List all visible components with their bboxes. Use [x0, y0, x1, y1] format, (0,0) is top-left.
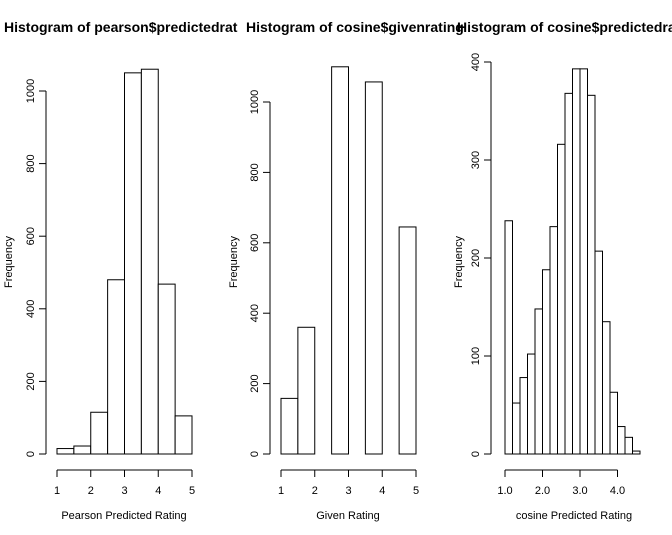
- y-tick-label: 400: [470, 53, 482, 71]
- histogram-bar: [542, 269, 551, 455]
- x-tick-label: 4: [379, 485, 385, 497]
- x-tick-label: 5: [189, 485, 195, 497]
- y-tick-label: 0: [249, 451, 261, 457]
- y-tick-label: 200: [249, 374, 261, 392]
- histogram-bar: [364, 81, 383, 455]
- panel-3-title: Histogram of cosine$predictedrati: [457, 19, 672, 35]
- histogram-bar: [107, 279, 125, 455]
- histogram-bar: [398, 226, 417, 455]
- histogram-bar: [519, 377, 528, 455]
- histogram-bar: [632, 450, 641, 455]
- panel-3-x-axis-label: cosine Predicted Rating: [516, 510, 632, 522]
- histogram-bar: [579, 68, 588, 455]
- x-tick-label: 4.0: [610, 485, 625, 497]
- histogram-bar: [602, 321, 611, 455]
- x-tick-label: 1.0: [497, 485, 512, 497]
- panel-2-x-axis-label: Given Rating: [316, 510, 380, 522]
- histogram-bar: [73, 445, 92, 455]
- panel-1-x-axis-label: Pearson Predicted Rating: [61, 510, 186, 522]
- x-tick-label: 4: [155, 485, 161, 497]
- y-tick-label: 400: [249, 304, 261, 322]
- x-tick-label: 5: [413, 485, 419, 497]
- y-tick-label: 300: [470, 151, 482, 169]
- histogram-bar: [124, 72, 142, 455]
- panel-3-y-axis-label: Frequency: [453, 236, 465, 288]
- histogram-bar: [594, 250, 603, 455]
- histogram-bar: [56, 448, 75, 455]
- histogram-bar: [557, 143, 566, 455]
- histogram-bar: [527, 353, 536, 455]
- histogram-bar: [504, 220, 513, 455]
- x-tick-label: 1: [278, 485, 284, 497]
- histogram-bar: [280, 397, 299, 455]
- histogram-bar: [297, 326, 316, 455]
- histogram-bar: [617, 426, 626, 455]
- y-tick-label: 0: [470, 451, 482, 457]
- histogram-bar: [572, 68, 581, 455]
- histogram-bar: [140, 68, 159, 455]
- histogram-bar: [174, 415, 193, 455]
- histogram-bar: [331, 66, 349, 455]
- y-tick-label: 600: [249, 234, 261, 252]
- x-tick-label: 2.0: [535, 485, 550, 497]
- histogram-bar: [609, 391, 618, 455]
- histogram-bar: [157, 283, 176, 455]
- histogram-bar: [624, 436, 633, 455]
- y-tick-label: 800: [249, 163, 261, 181]
- panel-2-y-axis-label: Frequency: [228, 236, 240, 288]
- y-tick-label: 1000: [25, 79, 37, 103]
- histogram-bar: [564, 92, 573, 455]
- x-tick-label: 2: [88, 485, 94, 497]
- y-tick-label: 600: [25, 227, 37, 245]
- x-tick-label: 2: [312, 485, 318, 497]
- x-tick-label: 3: [121, 485, 127, 497]
- y-tick-label: 100: [470, 347, 482, 365]
- x-tick-label: 3.0: [572, 485, 587, 497]
- histogram-bar: [534, 308, 543, 455]
- x-tick-label: 3: [345, 485, 351, 497]
- y-tick-label: 0: [25, 451, 37, 457]
- x-tick-label: 1: [54, 485, 60, 497]
- y-tick-label: 200: [470, 249, 482, 267]
- panel-2-title: Histogram of cosine$givenrating: [246, 19, 464, 35]
- y-tick-label: 400: [25, 300, 37, 318]
- histogram-bar: [90, 411, 109, 455]
- histogram-bar: [587, 94, 596, 455]
- y-tick-label: 800: [25, 154, 37, 172]
- histogram-bar: [549, 226, 558, 455]
- y-tick-label: 1000: [249, 90, 261, 114]
- panel-1-title: Histogram of pearson$predictedrat: [4, 19, 238, 35]
- histogram-bar: [512, 402, 521, 455]
- y-tick-label: 200: [25, 372, 37, 390]
- panel-1-y-axis-label: Frequency: [3, 236, 15, 288]
